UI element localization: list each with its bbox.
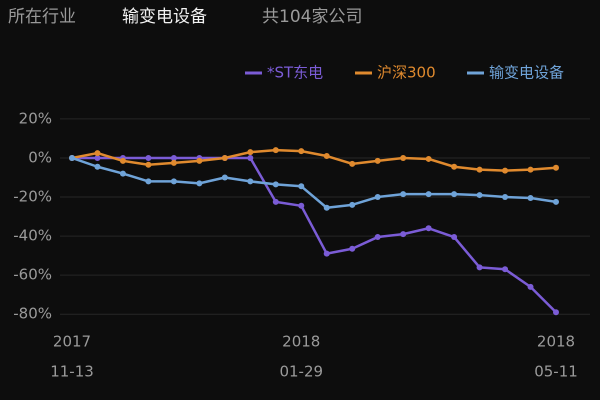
data-point [272,181,279,188]
data-point [221,154,228,161]
data-point [400,231,407,238]
data-point [247,149,254,156]
data-point [502,194,509,201]
data-point [527,194,534,201]
data-point [400,154,407,161]
data-point [374,157,381,164]
data-point [374,194,381,201]
data-point [298,148,305,155]
data-point [94,150,101,157]
data-point [145,161,152,168]
data-point [170,159,177,166]
industry-name: 输变电设备 [122,7,207,27]
data-point [425,155,432,162]
data-point [476,192,483,199]
data-point [553,164,559,171]
data-point [527,283,534,290]
data-point [272,147,279,154]
x-tick-year: 2018 [537,333,575,351]
y-tick-label: -60% [13,266,52,284]
data-point [425,191,432,198]
y-tick-label: 20% [19,109,52,127]
data-point [323,204,330,211]
data-point [94,154,101,161]
data-point [349,201,356,208]
data-point [145,154,152,161]
x-tick-year: 2017 [53,333,91,351]
data-point [94,163,101,170]
data-point [349,160,356,167]
data-point [553,309,559,316]
data-point [400,191,407,198]
data-point [145,178,152,185]
y-tick-label: -20% [13,188,52,206]
company-count: 共104家公司 [262,7,362,27]
x-tick-date: 05-11 [534,363,578,381]
data-point [247,154,254,161]
legend-label: 沪深300 [377,64,436,82]
industry-label: 所在行业 [8,7,76,27]
y-tick-label: 0% [28,148,52,166]
data-point [374,234,381,241]
data-point [247,178,254,185]
y-tick-label: -80% [13,305,52,323]
legend-label: 输变电设备 [489,64,564,82]
data-point [476,166,483,173]
data-point [451,191,458,198]
data-point [221,174,228,181]
data-point [476,264,483,271]
series-line [71,156,557,210]
data-point [298,183,305,190]
data-point [323,153,330,160]
data-point [451,163,458,170]
data-point [451,234,458,241]
series-line [71,148,557,172]
data-point [119,170,126,177]
data-point [527,166,534,173]
data-point [502,167,509,174]
data-point [69,154,75,161]
series-line [72,156,557,314]
data-point [349,245,356,252]
data-point [323,250,330,257]
data-point [553,198,559,205]
x-tick-year: 2018 [282,333,320,351]
data-point [196,157,203,164]
data-point [502,266,509,273]
legend-label: *ST东电 [267,64,323,82]
data-point [425,225,432,232]
data-point [170,178,177,185]
y-tick-label: -40% [13,227,52,245]
x-tick-date: 01-29 [279,363,323,381]
data-point [196,180,203,187]
data-point [119,157,126,164]
data-point [170,154,177,161]
x-tick-date: 11-13 [50,363,94,381]
data-point [298,202,305,209]
data-point [272,198,279,205]
